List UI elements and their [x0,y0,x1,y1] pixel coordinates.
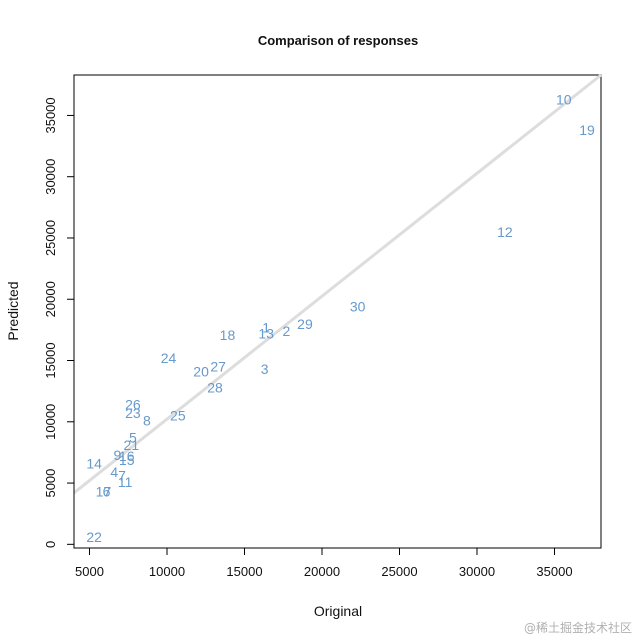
x-tick-label: 25000 [381,564,417,579]
y-axis-label: Predicted [5,281,21,340]
point-label-24: 24 [161,350,177,366]
point-label-30: 30 [350,299,366,315]
point-label-4: 4 [110,464,118,480]
y-tick-label: 10000 [43,404,58,440]
point-label-6: 6 [103,484,111,500]
x-tick-label: 5000 [75,564,104,579]
point-label-5: 5 [129,430,137,446]
chart-title: Comparison of responses [258,33,418,48]
x-axis-label: Original [314,603,362,619]
point-label-2: 2 [282,323,290,339]
point-label-9: 9 [114,447,122,463]
point-label-1: 1 [262,319,270,335]
point-label-12: 12 [497,224,513,240]
y-tick-label: 5000 [43,469,58,498]
point-label-19: 19 [579,122,595,138]
reference-line-layer [73,73,602,495]
y-tick-label: 0 [43,541,58,548]
x-tick-label: 20000 [304,564,340,579]
point-label-21: 21 [124,437,140,453]
plot-frame [73,74,602,549]
x-tick-label: 30000 [459,564,495,579]
point-label-13: 13 [258,326,274,342]
point-label-11: 11 [118,474,133,490]
y-tick-label: 25000 [43,220,58,256]
x-axis: 5000 10000 15000 20000 25000 30000 35000 [75,547,573,579]
watermark-text: @稀土掘金技术社区 [524,620,632,635]
point-label-14: 14 [86,455,102,471]
point-label-16: 16 [119,448,135,464]
y-tick-label: 20000 [43,281,58,317]
point-label-8: 8 [143,413,151,429]
y-tick-label: 15000 [43,342,58,378]
point-label-18: 18 [220,327,236,343]
point-label-15: 15 [119,452,135,468]
x-tick-label: 15000 [226,564,262,579]
point-label-10: 10 [556,92,572,108]
point-label-7: 7 [118,468,126,484]
y-tick-label: 30000 [43,159,58,195]
point-label-17: 17 [96,484,112,500]
x-tick-label: 10000 [149,564,185,579]
point-label-3: 3 [261,361,269,377]
reference-line [73,73,602,495]
point-label-22: 22 [86,529,102,545]
y-axis: 0 5000 10000 15000 20000 25000 30000 35000 [43,97,75,548]
point-label-29: 29 [297,316,313,332]
point-label-28: 28 [207,379,223,395]
y-tick-label: 35000 [43,97,58,133]
point-label-27: 27 [210,359,226,375]
point-label-25: 25 [170,408,186,424]
point-label-26: 26 [125,397,141,413]
point-label-23: 23 [125,405,141,421]
x-tick-label: 35000 [536,564,572,579]
point-label-20: 20 [193,364,209,380]
